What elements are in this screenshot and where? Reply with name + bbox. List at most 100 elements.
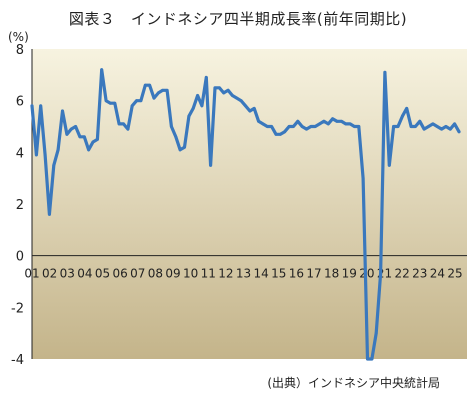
x-tick-label: 19 [342, 267, 357, 281]
data-point [313, 125, 317, 128]
data-point [231, 94, 234, 97]
data-point [444, 125, 448, 128]
y-tick-label: 6 [16, 95, 24, 110]
data-point [401, 114, 404, 118]
data-point [409, 125, 413, 128]
x-tick-label: 11 [201, 267, 216, 281]
y-tick-label: 8 [16, 43, 24, 58]
data-point [353, 125, 356, 128]
data-point [113, 101, 117, 105]
data-point [248, 109, 252, 113]
x-tick-label: 12 [218, 267, 233, 281]
data-point [148, 83, 152, 87]
data-point [366, 357, 369, 361]
data-point [261, 122, 265, 126]
data-point [252, 107, 256, 110]
data-point [174, 135, 178, 139]
data-point [191, 107, 195, 110]
data-point [91, 140, 95, 144]
data-point [130, 104, 134, 108]
plot-background [32, 49, 467, 359]
data-point [300, 125, 304, 128]
data-point [374, 331, 378, 335]
data-point [435, 125, 439, 128]
data-point [292, 125, 295, 128]
x-tick-label: 09 [165, 267, 180, 281]
data-point [82, 135, 86, 139]
data-point [427, 125, 430, 128]
data-point [117, 122, 121, 126]
data-point [209, 163, 213, 167]
data-point [30, 104, 34, 108]
data-point [405, 107, 409, 110]
data-point [56, 148, 60, 152]
data-point [74, 125, 77, 128]
data-point [139, 99, 143, 103]
data-point [414, 125, 417, 128]
data-point [122, 122, 125, 126]
data-point [453, 122, 456, 126]
y-tick-label: 4 [16, 146, 24, 161]
data-point [361, 176, 365, 180]
data-point [39, 104, 43, 108]
data-point [370, 357, 374, 361]
data-point [335, 119, 339, 123]
data-point [65, 132, 69, 136]
data-point [213, 86, 217, 90]
data-point [279, 132, 282, 136]
data-point [340, 119, 343, 123]
data-point [183, 145, 186, 149]
data-point [287, 125, 291, 128]
x-tick-label: 04 [77, 267, 92, 281]
x-tick-label: 23 [412, 267, 427, 281]
data-point [204, 76, 208, 79]
data-point [126, 127, 130, 131]
data-point [218, 86, 221, 90]
x-tick-label: 24 [430, 267, 445, 281]
data-point [239, 99, 243, 103]
x-tick-label: 25 [447, 267, 462, 281]
data-point [283, 130, 287, 134]
data-point [265, 125, 269, 128]
data-point [344, 122, 348, 126]
x-tick-label: 13 [236, 267, 251, 281]
data-point [135, 99, 139, 103]
chart-title: 図表３ インドネシア四半期成長率(前年同期比) [68, 10, 408, 28]
x-tick-label: 14 [253, 267, 268, 281]
data-point [422, 127, 426, 131]
y-tick-label: -4 [11, 353, 24, 368]
data-point [305, 127, 308, 131]
x-tick-label: 02 [42, 267, 57, 281]
data-point [100, 68, 104, 72]
data-point [440, 127, 443, 131]
data-point [257, 119, 260, 123]
data-point [109, 101, 112, 105]
data-point [348, 122, 352, 126]
x-tick-label: 16 [289, 267, 304, 281]
data-point [152, 96, 156, 100]
data-point [235, 96, 239, 100]
data-point [43, 153, 47, 157]
data-point [396, 125, 400, 128]
data-point [61, 109, 64, 113]
data-point [226, 88, 230, 92]
x-tick-label: 08 [148, 267, 163, 281]
data-point [48, 212, 51, 216]
data-point [244, 104, 247, 108]
y-tick-label: 0 [16, 250, 24, 265]
data-point [387, 163, 391, 167]
data-point [96, 138, 99, 141]
data-point [35, 153, 38, 157]
data-point [270, 125, 273, 128]
data-point [457, 130, 461, 134]
data-point [52, 163, 56, 167]
data-point [431, 122, 435, 126]
x-tick-label: 22 [394, 267, 409, 281]
data-point [274, 132, 278, 136]
data-point [383, 70, 387, 74]
x-tick-label: 03 [60, 267, 75, 281]
data-point [157, 91, 160, 95]
data-point [78, 135, 82, 139]
data-point [418, 119, 422, 123]
